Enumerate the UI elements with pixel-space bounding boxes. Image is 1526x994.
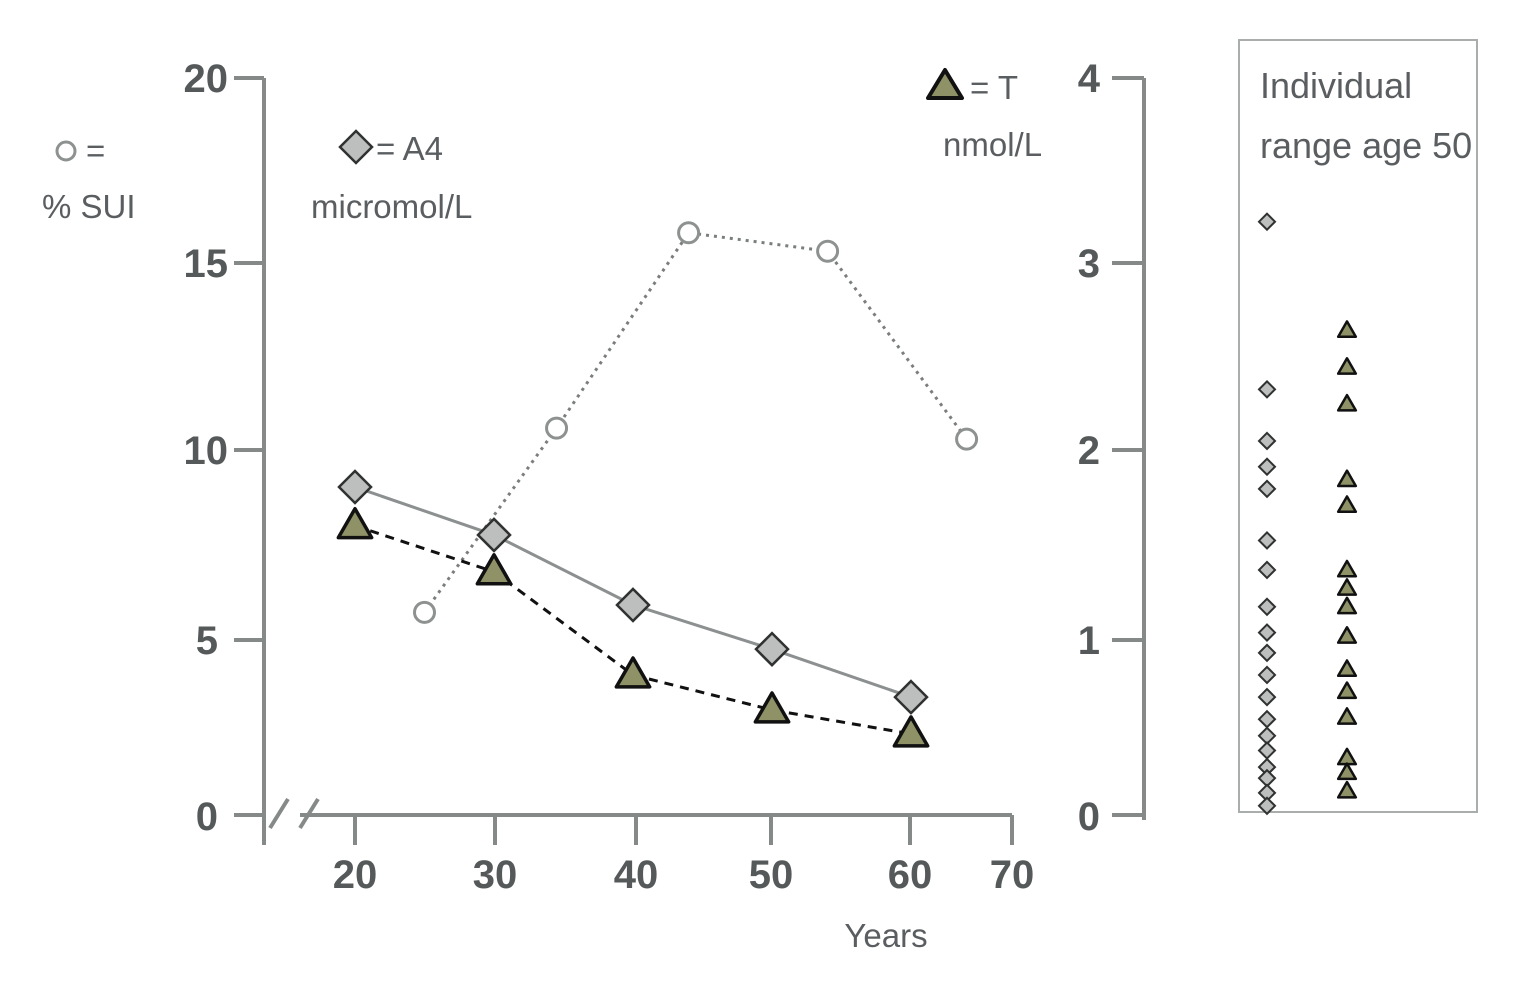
a4-point [754, 631, 790, 667]
left-tick-label: 10 [184, 429, 229, 473]
axis-break-mark [268, 797, 290, 830]
individual-a4-point [1257, 687, 1277, 707]
individual-t-point [1336, 762, 1358, 781]
plot-area [336, 212, 1358, 816]
a4-point [615, 587, 651, 623]
individual-a4-point [1257, 531, 1277, 550]
right-tick-label: 1 [1078, 619, 1100, 663]
legend-a4: = A4 micromol/L [311, 129, 472, 225]
individual-a4-point [1257, 597, 1277, 617]
left-tick-label: 5 [196, 619, 218, 663]
legend-t-unit: nmol/L [943, 126, 1042, 163]
legend-a4-unit: micromol/L [311, 188, 472, 225]
sui-point [413, 600, 436, 624]
t-point [753, 691, 791, 724]
individual-t-point [1336, 393, 1358, 412]
individual-a4-point [1257, 431, 1277, 451]
individual-a4-point [1257, 560, 1277, 580]
x-tick-label: 30 [473, 853, 518, 897]
legend-sui: = % SUI [42, 132, 136, 225]
right-tick-label: 3 [1078, 242, 1100, 286]
t-point [614, 656, 652, 689]
x-tick-label: 40 [614, 853, 659, 897]
t-series-line [354, 524, 912, 736]
individual-a4-point [1257, 212, 1277, 232]
left-y-axis: 20 15 10 5 0 [184, 57, 266, 845]
sui-point [677, 221, 701, 245]
left-tick-label: 15 [184, 242, 229, 286]
individual-a4-point [1257, 457, 1277, 477]
individual-a4-point [1257, 379, 1277, 399]
right-tick-label: 0 [1078, 795, 1100, 839]
a4-point [476, 517, 512, 553]
legend-t: = T nmol/L [926, 68, 1042, 163]
right-tick-label: 4 [1078, 57, 1101, 101]
individual-t-point [1336, 469, 1358, 488]
panel-title-line1: Individual [1260, 65, 1412, 106]
sui-point [816, 239, 840, 263]
individual-t-point [1336, 578, 1358, 596]
individual-a4-point [1257, 665, 1277, 685]
individual-t-point [1336, 559, 1358, 578]
right-y-axis: 4 3 2 1 0 [1078, 57, 1146, 839]
individual-a4-point [1257, 479, 1277, 499]
a4-point [337, 469, 373, 505]
individual-t-point [1336, 707, 1358, 725]
individual-a4-point [1257, 643, 1277, 663]
legend-sui-eq: = [86, 132, 105, 169]
sui-point [545, 416, 569, 440]
individual-a4-point [1257, 623, 1277, 643]
x-tick-label: 20 [333, 853, 378, 897]
x-tick-label: 50 [749, 853, 794, 897]
a4-point [893, 679, 929, 715]
diamond-icon [338, 129, 374, 165]
t-point [336, 506, 374, 540]
individual-t-point [1336, 596, 1358, 615]
sui-point [955, 427, 979, 451]
individual-t-point [1336, 780, 1358, 799]
axis-break-mark [298, 797, 320, 830]
x-tick-label: 60 [888, 853, 933, 897]
individual-t-point [1336, 495, 1358, 514]
triangle-icon [926, 68, 964, 100]
x-axis-title: Years [844, 917, 927, 954]
x-axis: 20 30 40 50 60 70 Years [268, 797, 1035, 954]
individual-t-point [1336, 320, 1358, 338]
t-point [892, 715, 930, 748]
sui-series-line [423, 231, 968, 614]
left-tick-label: 20 [184, 57, 229, 101]
individual-t-point [1336, 357, 1358, 375]
individual-t-point [1336, 659, 1358, 677]
t-point [475, 553, 513, 586]
circle-icon [55, 140, 77, 162]
left-tick-label: 0 [196, 795, 218, 839]
individual-a4-point [1257, 796, 1277, 816]
legend-sui-label: % SUI [42, 188, 136, 225]
legend-a4-eq: = A4 [376, 130, 443, 167]
individual-t-point [1336, 626, 1358, 644]
individual-t-point [1336, 681, 1358, 700]
x-tick-label: 70 [990, 853, 1035, 897]
right-tick-label: 2 [1078, 429, 1100, 473]
individual-range-panel: Individual range age 50 [1238, 39, 1478, 813]
panel-title-line2: range age 50 [1260, 125, 1472, 166]
legend-t-eq: = T [970, 69, 1018, 106]
